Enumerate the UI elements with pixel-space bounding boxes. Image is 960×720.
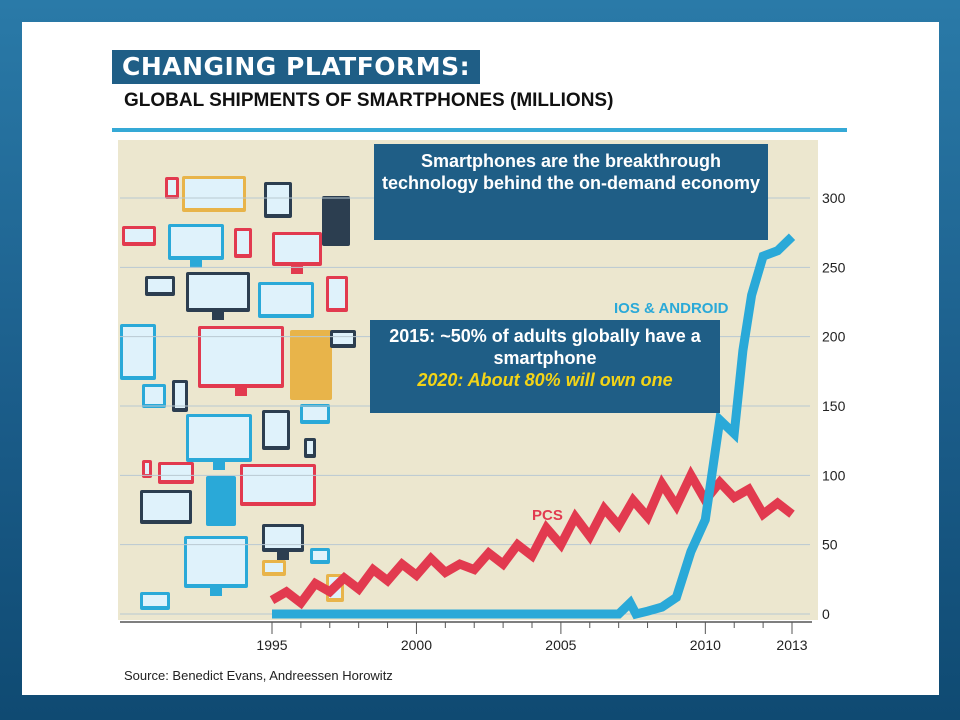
device-stand — [213, 462, 225, 470]
callout-adoption-2020: 2020: About 80% will own one — [417, 370, 673, 390]
device-screen — [313, 551, 327, 560]
series-lines — [269, 233, 796, 620]
device-screen — [185, 179, 243, 208]
device-screen — [201, 329, 281, 384]
device-screen — [189, 275, 247, 308]
y-tick-label-150: 150 — [822, 398, 846, 414]
device-screen — [175, 383, 185, 408]
callout-on-demand: Smartphones are the breakthrough technol… — [374, 144, 768, 240]
device-screen — [303, 407, 327, 420]
device-stand — [210, 588, 222, 596]
device-stand — [212, 312, 224, 320]
device-screen — [145, 463, 149, 474]
y-tick-label-250: 250 — [822, 259, 846, 275]
x-tick-label-2000: 2000 — [401, 637, 432, 653]
device-screen — [329, 279, 345, 308]
y-tick-label-0: 0 — [822, 606, 830, 622]
x-tick-label-2010: 2010 — [690, 637, 721, 653]
series-line-ios-android — [272, 233, 796, 620]
series-label-ios-android: IOS & ANDROID — [614, 300, 729, 317]
device-screen — [237, 231, 249, 254]
y-tick-label-200: 200 — [822, 329, 846, 345]
device-stand — [291, 266, 303, 274]
callout-adoption: 2015: ~50% of adults globally have a sma… — [370, 320, 720, 413]
device-screen — [209, 479, 233, 522]
device-screen — [161, 465, 191, 480]
device-screen — [243, 467, 313, 502]
device-screen — [148, 279, 172, 292]
callout-on-demand-text: Smartphones are the breakthrough technol… — [381, 151, 761, 193]
device-illustrations — [120, 176, 356, 610]
device-screen — [325, 199, 347, 242]
device-screen — [293, 333, 329, 396]
callout-adoption-2015: 2015: ~50% of adults globally have a sma… — [389, 326, 701, 368]
device-screen — [265, 527, 301, 548]
series-line-pcs — [269, 465, 795, 610]
device-screen — [123, 327, 153, 376]
y-tick-label-300: 300 — [822, 190, 846, 206]
device-stand — [277, 552, 289, 560]
y-tick-label-100: 100 — [822, 467, 846, 483]
device-screen — [261, 285, 311, 314]
device-screen — [168, 180, 176, 195]
device-screen — [171, 227, 221, 256]
device-screen — [267, 185, 289, 214]
series-label-pcs: PCS — [532, 507, 563, 524]
device-screen — [265, 563, 283, 572]
device-screen — [143, 493, 189, 520]
device-screen — [187, 539, 245, 584]
x-tick-label-2013: 2013 — [776, 637, 807, 653]
source-note: Source: Benedict Evans, Andreessen Horow… — [124, 668, 393, 683]
slide-subtitle: GLOBAL SHIPMENTS OF SMARTPHONES (MILLION… — [124, 90, 614, 111]
device-stand — [190, 260, 202, 268]
x-tick-label-2005: 2005 — [545, 637, 576, 653]
axes: 1995 2000 2005 2010 2013 0 50 100 150 200 250 300 — [120, 190, 846, 653]
device-screen — [275, 235, 319, 262]
device-stand — [235, 388, 247, 396]
device-screen — [143, 595, 167, 606]
device-screen — [333, 333, 353, 344]
x-tick-label-1995: 1995 — [256, 637, 287, 653]
y-tick-label-50: 50 — [822, 537, 838, 553]
device-screen — [125, 229, 153, 242]
title-divider — [112, 128, 847, 132]
slide-title: CHANGING PLATFORMS: — [112, 50, 481, 84]
device-screen — [145, 387, 163, 404]
device-screen — [307, 441, 313, 454]
device-screen — [189, 417, 249, 458]
device-screen — [265, 413, 287, 446]
